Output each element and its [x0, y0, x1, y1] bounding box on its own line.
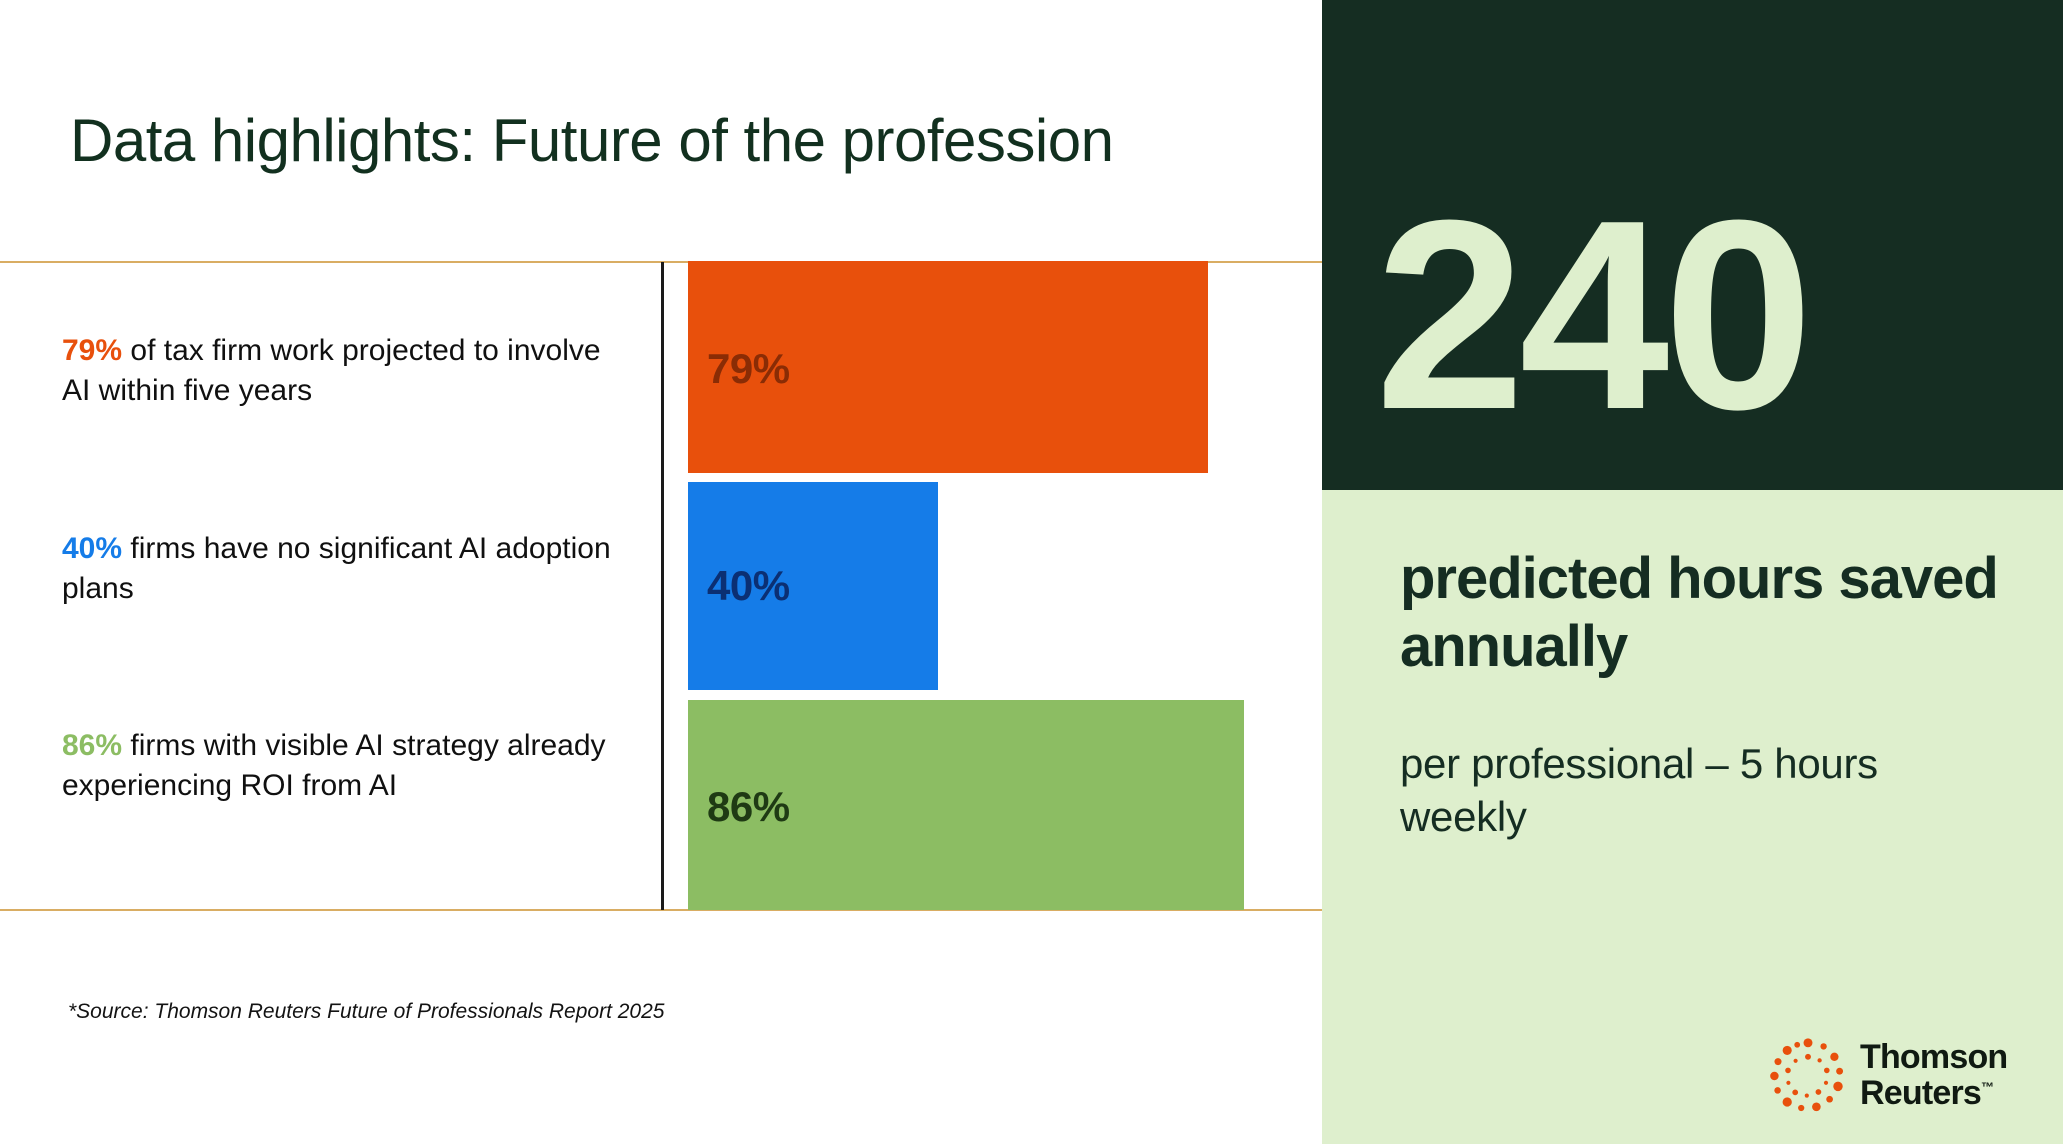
bullet-item-3: 86% firms with visible AI strategy alrea… — [62, 726, 632, 806]
stat-subtext: per professional – 5 hours weekly — [1400, 740, 1878, 840]
logo-line-2: Reuters — [1860, 1074, 1982, 1113]
bullet-item-2: 40% firms have no significant AI adoptio… — [62, 529, 632, 609]
panel-dark-background — [1322, 0, 2063, 490]
bar-label-86: 86% — [707, 783, 790, 830]
thomson-reuters-logo: Thomson Reuters™ — [1768, 1036, 2030, 1116]
source-note: *Source: Thomson Reuters Future of Profe… — [68, 1000, 665, 1023]
logo-line-1: Thomson — [1860, 1038, 2008, 1076]
divider-bottom — [0, 909, 1324, 911]
kinesis-spiral-icon — [1770, 1038, 1844, 1112]
bullet-3-percent: 86% — [62, 729, 123, 762]
bar-86-percent — [688, 700, 1244, 910]
bullet-item-1: 79% of tax firm work projected to involv… — [62, 331, 632, 411]
bar-79-percent — [688, 261, 1208, 473]
bullet-1-percent: 79% — [62, 334, 123, 367]
bullet-2-percent: 40% — [62, 532, 123, 565]
logo-wordmark: Thomson Reuters™ — [1860, 1038, 2008, 1113]
bar-label-79: 79% — [707, 345, 790, 392]
page-title: Data highlights: Future of the professio… — [70, 107, 1114, 174]
bar-40-percent — [688, 482, 938, 690]
panel-light-background — [1322, 490, 2063, 1144]
bar-label-40: 40% — [707, 562, 790, 609]
trademark-symbol: ™ — [1981, 1079, 1995, 1095]
stat-big-number: 240 — [1375, 165, 1813, 466]
bullet-1-text: of tax firm work projected to involve AI… — [62, 334, 601, 407]
divider-vertical — [661, 262, 664, 910]
stat-headline: predicted hours saved annually — [1400, 546, 1999, 680]
bullet-3-text: firms with visible AI strategy already e… — [62, 729, 606, 802]
bullet-2-text: firms have no significant AI adoption pl… — [62, 532, 611, 605]
